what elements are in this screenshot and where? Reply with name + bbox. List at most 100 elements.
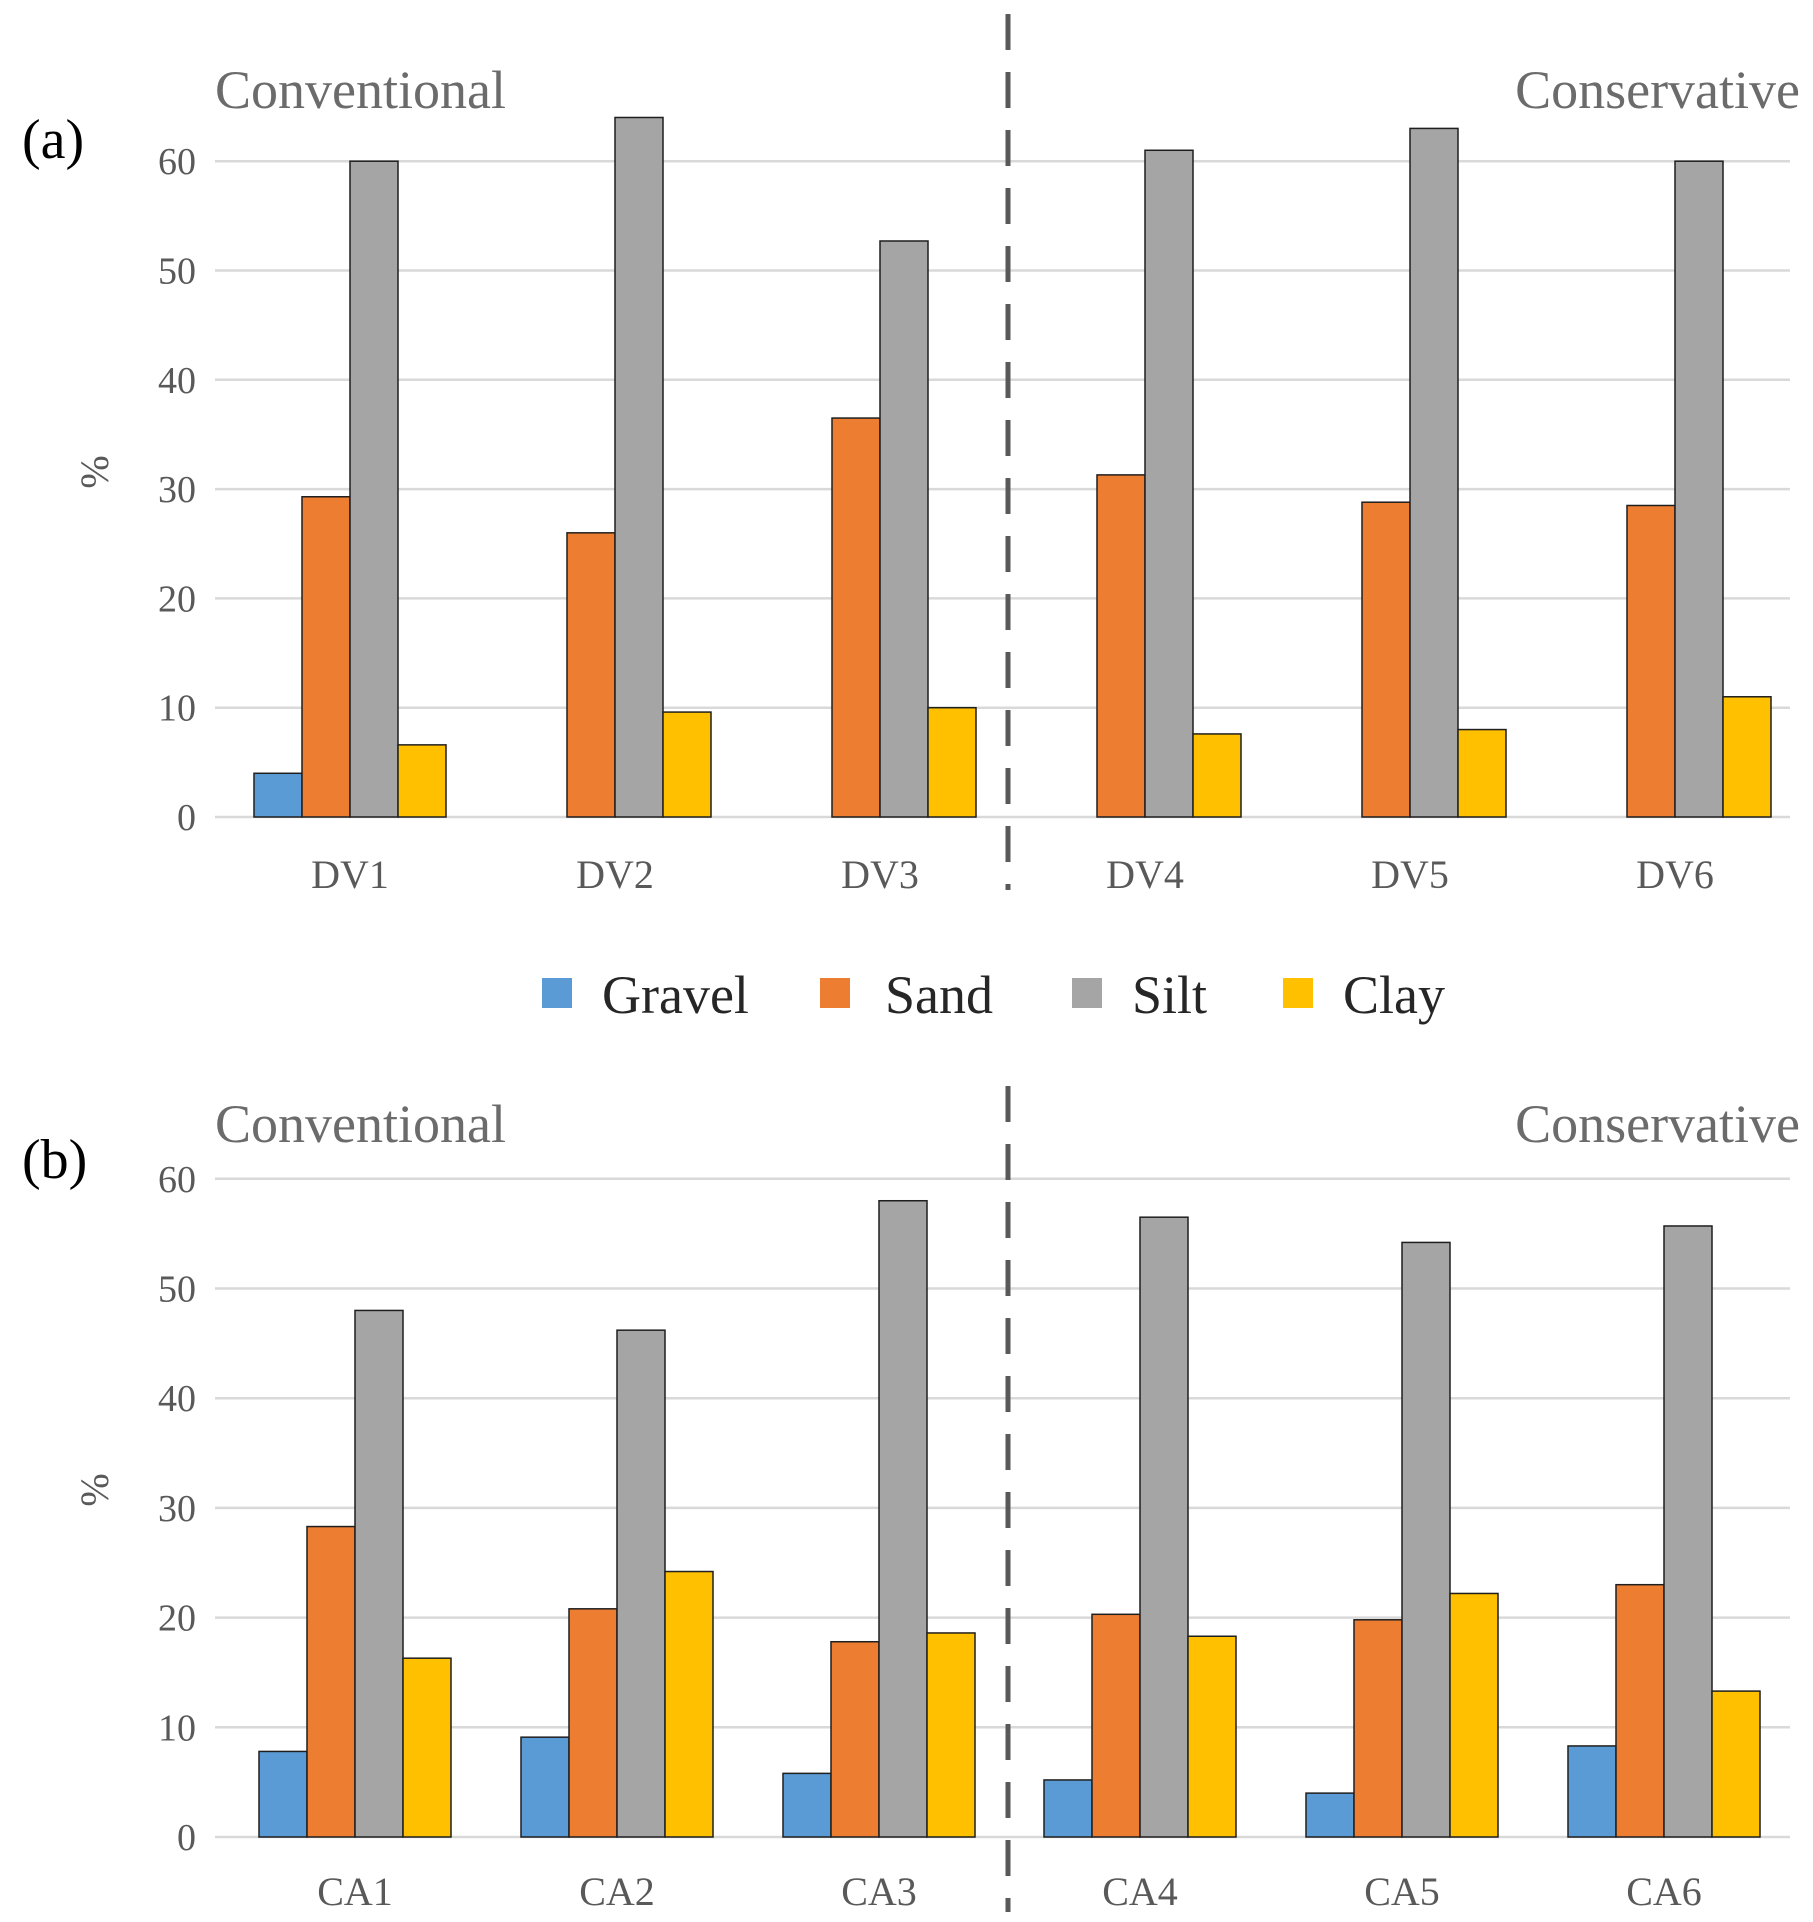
- legend-item-silt: Silt: [1072, 965, 1207, 1025]
- bar-ca6-clay: [1711, 1690, 1761, 1838]
- bar-ca2-gravel: [520, 1736, 570, 1838]
- category-label-ca1: CA1: [317, 1869, 393, 1914]
- category-label-dv2: DV2: [576, 852, 654, 897]
- bar-dv4-silt: [1144, 149, 1194, 818]
- bar-dv1-sand: [301, 496, 351, 818]
- bar-ca2-silt: [616, 1329, 666, 1838]
- bar-ca3-sand: [830, 1640, 880, 1838]
- bar-dv3-clay: [927, 706, 977, 818]
- bars-b: [258, 1199, 1761, 1838]
- legend-label-clay: Clay: [1343, 965, 1445, 1025]
- group-title-conventional-b: Conventional: [215, 1094, 506, 1154]
- category-label-ca3: CA3: [841, 1869, 917, 1914]
- bar-dv6-silt: [1674, 160, 1724, 818]
- bar-dv2-sand: [566, 532, 616, 818]
- bar-ca4-sand: [1091, 1613, 1141, 1838]
- gridlines-a: [215, 159, 1790, 819]
- y-axis-label-b: %: [72, 1473, 117, 1506]
- bar-dv3-sand: [831, 417, 881, 818]
- bar-ca3-gravel: [782, 1772, 832, 1838]
- bar-ca2-clay: [664, 1570, 714, 1838]
- bar-dv5-silt: [1409, 127, 1459, 818]
- legend-label-silt: Silt: [1132, 965, 1207, 1025]
- panel-label-b: (b): [22, 1129, 87, 1191]
- category-label-dv6: DV6: [1636, 852, 1714, 897]
- category-label-ca5: CA5: [1364, 1869, 1440, 1914]
- panel-b: (b) Conventional Conservative % 0 10 20 30 4…: [22, 1086, 1800, 1914]
- legend-label-gravel: Gravel: [602, 965, 749, 1025]
- y-tick-label-b-40: 40: [158, 1378, 196, 1420]
- bar-dv3-silt: [879, 240, 929, 818]
- bar-ca1-gravel: [258, 1750, 308, 1838]
- y-tick-label-b-60: 60: [158, 1159, 196, 1201]
- bar-ca5-sand: [1353, 1619, 1403, 1838]
- category-label-ca6: CA6: [1626, 1869, 1702, 1914]
- bar-ca5-gravel: [1305, 1792, 1355, 1838]
- bar-ca1-clay: [402, 1657, 452, 1838]
- bar-ca4-silt: [1139, 1216, 1189, 1838]
- bar-ca1-sand: [306, 1525, 356, 1838]
- bars-a: [253, 116, 1772, 818]
- bar-ca4-clay: [1187, 1635, 1237, 1838]
- legend-swatch-sand: [820, 978, 850, 1008]
- category-label-ca4: CA4: [1102, 1869, 1178, 1914]
- legend-item-clay: Clay: [1283, 965, 1445, 1025]
- bar-dv2-silt: [614, 116, 664, 818]
- bar-ca5-clay: [1449, 1592, 1499, 1838]
- bar-dv6-clay: [1722, 696, 1772, 818]
- bar-dv1-silt: [349, 160, 399, 818]
- panel-label-a: (a): [22, 109, 84, 171]
- legend-swatch-clay: [1283, 978, 1313, 1008]
- bar-ca4-gravel: [1043, 1779, 1093, 1838]
- bar-dv4-clay: [1192, 733, 1242, 818]
- category-labels-a: DV1 DV2 DV3 DV4 DV5 DV6: [311, 852, 1714, 897]
- legend-label-sand: Sand: [885, 965, 993, 1025]
- bar-dv5-sand: [1361, 501, 1411, 818]
- bar-ca6-sand: [1615, 1583, 1665, 1838]
- y-tick-label-a-10: 10: [158, 688, 196, 730]
- panel-a: (a) Conventional Conservative % 0 10 20 30 4…: [22, 14, 1800, 897]
- y-tick-label-a-0: 0: [177, 797, 196, 839]
- bar-ca6-silt: [1663, 1225, 1713, 1838]
- bar-dv1-gravel: [253, 772, 303, 818]
- y-tick-label-b-30: 30: [158, 1488, 196, 1530]
- gridlines-b: [215, 1177, 1790, 1839]
- y-ticks-a: 0 10 20 30 40 50 60: [158, 141, 196, 839]
- group-title-conventional-a: Conventional: [215, 60, 506, 120]
- y-tick-label-a-40: 40: [158, 360, 196, 402]
- bar-ca6-gravel: [1567, 1745, 1617, 1838]
- bar-ca3-clay: [926, 1632, 976, 1838]
- bar-dv1-clay: [397, 744, 447, 818]
- y-ticks-b: 0 10 20 30 40 50 60: [158, 1159, 196, 1859]
- legend-item-sand: Sand: [820, 965, 993, 1025]
- bar-dv5-clay: [1457, 728, 1507, 818]
- bar-dv2-clay: [662, 711, 712, 818]
- legend-item-gravel: Gravel: [542, 965, 749, 1025]
- legend-swatch-gravel: [542, 978, 572, 1008]
- category-label-dv3: DV3: [841, 852, 919, 897]
- y-tick-label-a-60: 60: [158, 141, 196, 183]
- bar-dv6-sand: [1626, 504, 1676, 818]
- bar-ca1-silt: [354, 1309, 404, 1838]
- group-title-conservative-b: Conservative: [1515, 1094, 1800, 1154]
- y-tick-label-a-30: 30: [158, 469, 196, 511]
- group-title-conservative-a: Conservative: [1515, 60, 1800, 120]
- y-tick-label-a-20: 20: [158, 578, 196, 620]
- legend-swatch-silt: [1072, 978, 1102, 1008]
- category-label-ca2: CA2: [579, 1869, 655, 1914]
- category-labels-b: CA1 CA2 CA3 CA4 CA5 CA6: [317, 1869, 1702, 1914]
- bar-ca3-silt: [878, 1199, 928, 1838]
- bar-ca2-sand: [568, 1608, 618, 1838]
- legend: Gravel Sand Silt Clay: [542, 965, 1445, 1025]
- category-label-dv1: DV1: [311, 852, 389, 897]
- y-tick-label-b-50: 50: [158, 1269, 196, 1311]
- y-tick-label-b-20: 20: [158, 1598, 196, 1640]
- bar-dv4-sand: [1096, 474, 1146, 818]
- category-label-dv5: DV5: [1371, 852, 1449, 897]
- category-label-dv4: DV4: [1106, 852, 1184, 897]
- y-tick-label-b-10: 10: [158, 1707, 196, 1749]
- y-axis-label-a: %: [72, 455, 117, 488]
- y-tick-label-b-0: 0: [177, 1817, 196, 1859]
- y-tick-label-a-50: 50: [158, 251, 196, 293]
